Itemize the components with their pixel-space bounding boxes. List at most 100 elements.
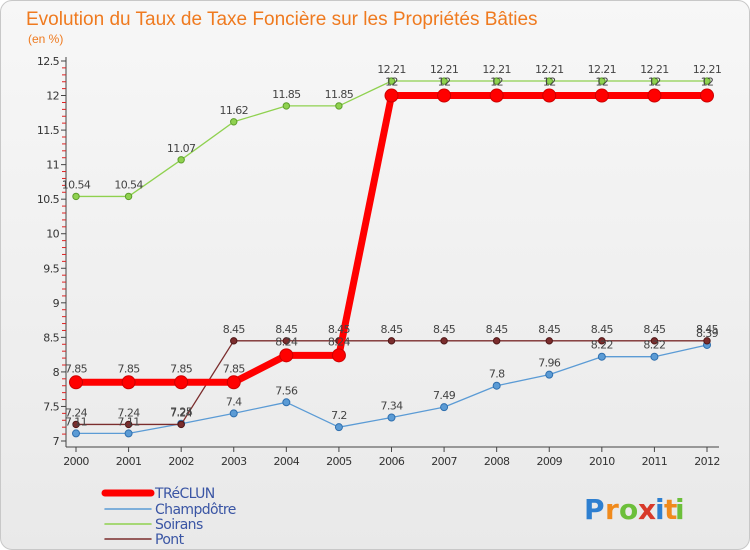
x-tick-label: 2000 — [63, 455, 89, 468]
data-label: 12.21 — [535, 63, 564, 76]
data-point — [124, 429, 133, 438]
data-label: 8.22 — [643, 339, 665, 352]
y-tick-label: 7 — [53, 435, 60, 448]
x-tick-label: 2001 — [116, 455, 142, 468]
y-tick-label: 8 — [53, 366, 60, 379]
y-tick-label: 11.5 — [37, 124, 60, 137]
data-label: 7.24 — [118, 406, 141, 419]
data-point — [124, 192, 133, 201]
data-label: 7.8 — [489, 368, 505, 381]
brand-letter: r — [605, 493, 619, 526]
data-point — [703, 337, 711, 345]
data-point — [440, 77, 448, 85]
y-tick-label: 10.5 — [37, 193, 60, 206]
data-label: 7.96 — [538, 357, 561, 370]
x-tick-label: 2004 — [274, 455, 300, 468]
data-label: 8.45 — [486, 323, 509, 336]
data-label: 8.24 — [275, 335, 298, 348]
data-label: 11.85 — [325, 88, 354, 101]
y-tick-label: 9.5 — [43, 262, 59, 275]
data-point — [545, 77, 553, 85]
data-point — [650, 352, 659, 361]
data-label: 10.54 — [62, 178, 91, 191]
data-point — [489, 88, 504, 103]
data-point — [174, 375, 189, 390]
data-point — [545, 337, 553, 345]
data-point — [282, 398, 291, 407]
data-point — [492, 381, 501, 390]
x-tick-label: 2012 — [694, 455, 720, 468]
chart-title: Evolution du Taux de Taxe Foncière sur l… — [26, 9, 538, 30]
data-point — [700, 88, 714, 103]
data-point — [282, 102, 291, 110]
data-point — [384, 88, 399, 103]
data-point — [545, 370, 554, 379]
data-label: 8.45 — [275, 323, 298, 336]
data-point — [334, 423, 343, 432]
brand-letter: i — [675, 493, 685, 526]
x-tick-label: 2007 — [431, 455, 457, 468]
data-point — [331, 348, 346, 363]
y-tick-label: 10 — [46, 228, 59, 241]
data-point — [69, 375, 83, 390]
data-label: 8.24 — [328, 335, 351, 348]
data-label: 7.34 — [380, 400, 403, 413]
y-tick-label: 9 — [53, 297, 60, 310]
data-point — [492, 337, 501, 345]
x-tick-label: 2005 — [326, 455, 352, 468]
data-point — [282, 337, 291, 345]
legend-label: Champdôtre — [155, 502, 236, 518]
data-label: 7.24 — [65, 406, 88, 419]
y-tick-label: 11 — [46, 159, 59, 172]
data-point — [335, 102, 343, 110]
data-label: 7.24 — [170, 406, 193, 419]
data-label: 7.56 — [275, 384, 298, 397]
data-point — [647, 88, 662, 103]
data-label: 7.11 — [118, 415, 140, 428]
data-label: 12.21 — [640, 63, 669, 76]
brand-letter: i — [655, 493, 665, 526]
data-label: 7.49 — [433, 389, 456, 402]
data-label: 8.45 — [538, 323, 561, 336]
data-label: 12.21 — [482, 63, 511, 76]
y-tick-label: 12 — [46, 90, 59, 103]
chart-subtitle: (en %) — [28, 32, 63, 46]
data-point — [594, 88, 609, 103]
data-label: 8.45 — [696, 323, 719, 336]
legend-label: Soirans — [155, 517, 203, 533]
data-point — [440, 337, 448, 345]
data-label: 11.07 — [167, 142, 196, 155]
data-label: 12 — [648, 76, 661, 89]
data-point — [597, 352, 606, 361]
data-label: 10.54 — [114, 178, 143, 191]
data-point — [598, 77, 606, 85]
data-label: 7.25 — [170, 406, 193, 419]
x-tick-label: 2011 — [642, 455, 668, 468]
data-label: 7.11 — [65, 415, 87, 428]
x-tick-label: 2009 — [536, 455, 562, 468]
data-point — [72, 420, 80, 429]
data-point — [121, 375, 136, 390]
data-label: 8.45 — [591, 323, 614, 336]
data-label: 12.21 — [377, 63, 406, 76]
series-layer — [69, 77, 714, 438]
data-point — [72, 192, 80, 201]
data-point — [598, 337, 606, 345]
data-label: 7.85 — [118, 362, 141, 375]
brand-letter: t — [664, 493, 677, 526]
data-label: 12 — [595, 76, 608, 89]
data-label: 7.85 — [170, 362, 193, 375]
data-point — [387, 413, 396, 422]
data-point — [703, 77, 711, 85]
data-label: 7.85 — [223, 362, 246, 375]
axes: 7 7.5 8 8.5 9 9.5 10 10.5 11 11.5 12 12.5 2000 2001 20… — [37, 55, 720, 468]
data-point — [542, 88, 557, 103]
data-point — [177, 156, 185, 164]
brand-letter: o — [619, 493, 638, 526]
data-label: 12 — [385, 76, 398, 89]
legend-label: TRéCLUN — [154, 486, 215, 502]
